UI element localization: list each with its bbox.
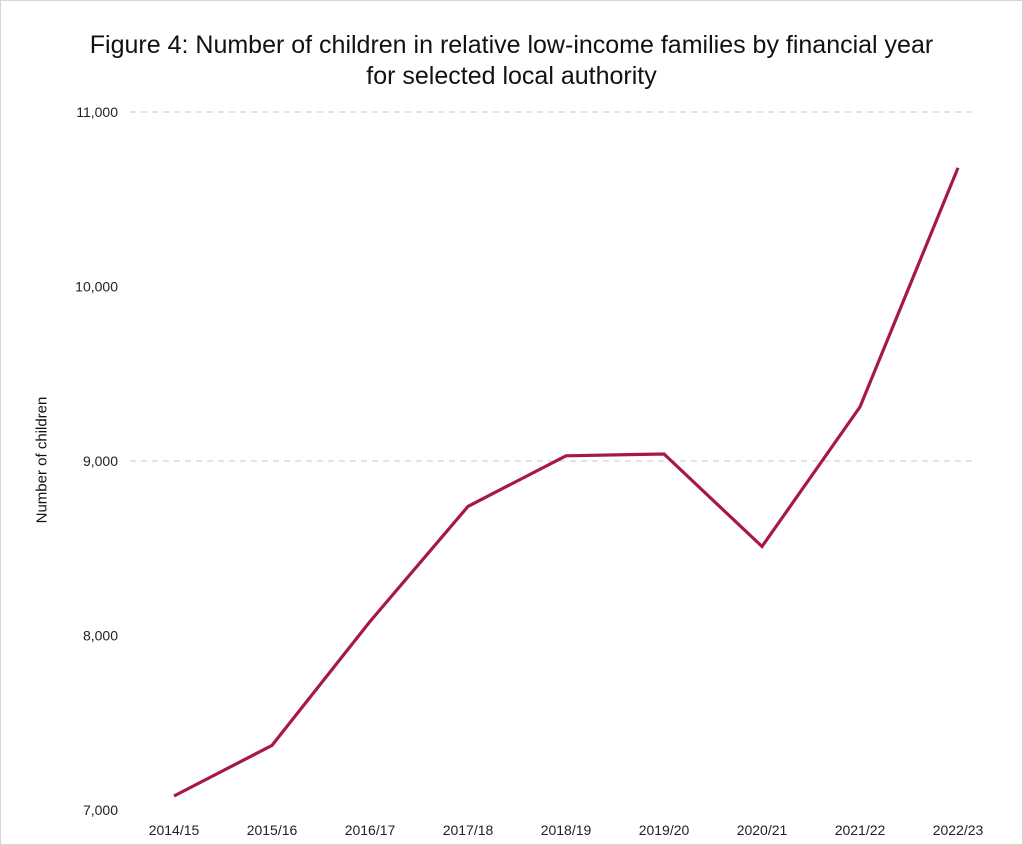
data-point-2017/18 xyxy=(466,504,470,508)
x-tick-label-2015/16: 2015/16 xyxy=(247,822,298,838)
x-tick-label-2014/15: 2014/15 xyxy=(149,822,200,838)
y-axis-ticks: 7,000 8,000 9,000 10,000 11,000 xyxy=(75,104,118,818)
x-tick-label-2019/20: 2019/20 xyxy=(639,822,690,838)
chart-title-line-2: for selected local authority xyxy=(366,62,657,90)
x-tick-label-2017/18: 2017/18 xyxy=(443,822,494,838)
y-tick-label-9000: 9,000 xyxy=(83,453,118,469)
x-tick-label-2016/17: 2016/17 xyxy=(345,822,396,838)
series-line-0 xyxy=(173,167,960,798)
data-point-2016/17 xyxy=(368,620,372,624)
x-tick-label-2022/23: 2022/23 xyxy=(933,822,984,838)
y-tick-label-10000: 10,000 xyxy=(75,279,118,295)
x-tick-label-2021/22: 2021/22 xyxy=(835,822,886,838)
x-tick-label-2020/21: 2020/21 xyxy=(737,822,788,838)
x-tick-label-2018/19: 2018/19 xyxy=(541,822,592,838)
data-point-2014/15 xyxy=(172,794,176,798)
data-point-2021/22 xyxy=(858,405,862,409)
data-point-2015/16 xyxy=(270,743,274,747)
data-point-2022/23 xyxy=(956,166,960,170)
data-point-2019/20 xyxy=(662,452,666,456)
y-tick-label-8000: 8,000 xyxy=(83,628,118,644)
gridlines xyxy=(130,111,975,462)
y-tick-label-11000: 11,000 xyxy=(76,104,118,120)
x-axis-ticks: 2014/15 2015/16 2016/17 2017/18 2018/19 2019/… xyxy=(149,822,984,838)
chart-title-line-1: Figure 4: Number of children in relative… xyxy=(89,31,934,59)
series-group xyxy=(172,166,960,798)
data-point-2020/21 xyxy=(760,545,764,549)
chart-title: Figure 4: Number of children in relative… xyxy=(0,30,1023,92)
y-tick-label-7000: 7,000 xyxy=(83,802,118,818)
data-point-2018/19 xyxy=(564,454,568,458)
